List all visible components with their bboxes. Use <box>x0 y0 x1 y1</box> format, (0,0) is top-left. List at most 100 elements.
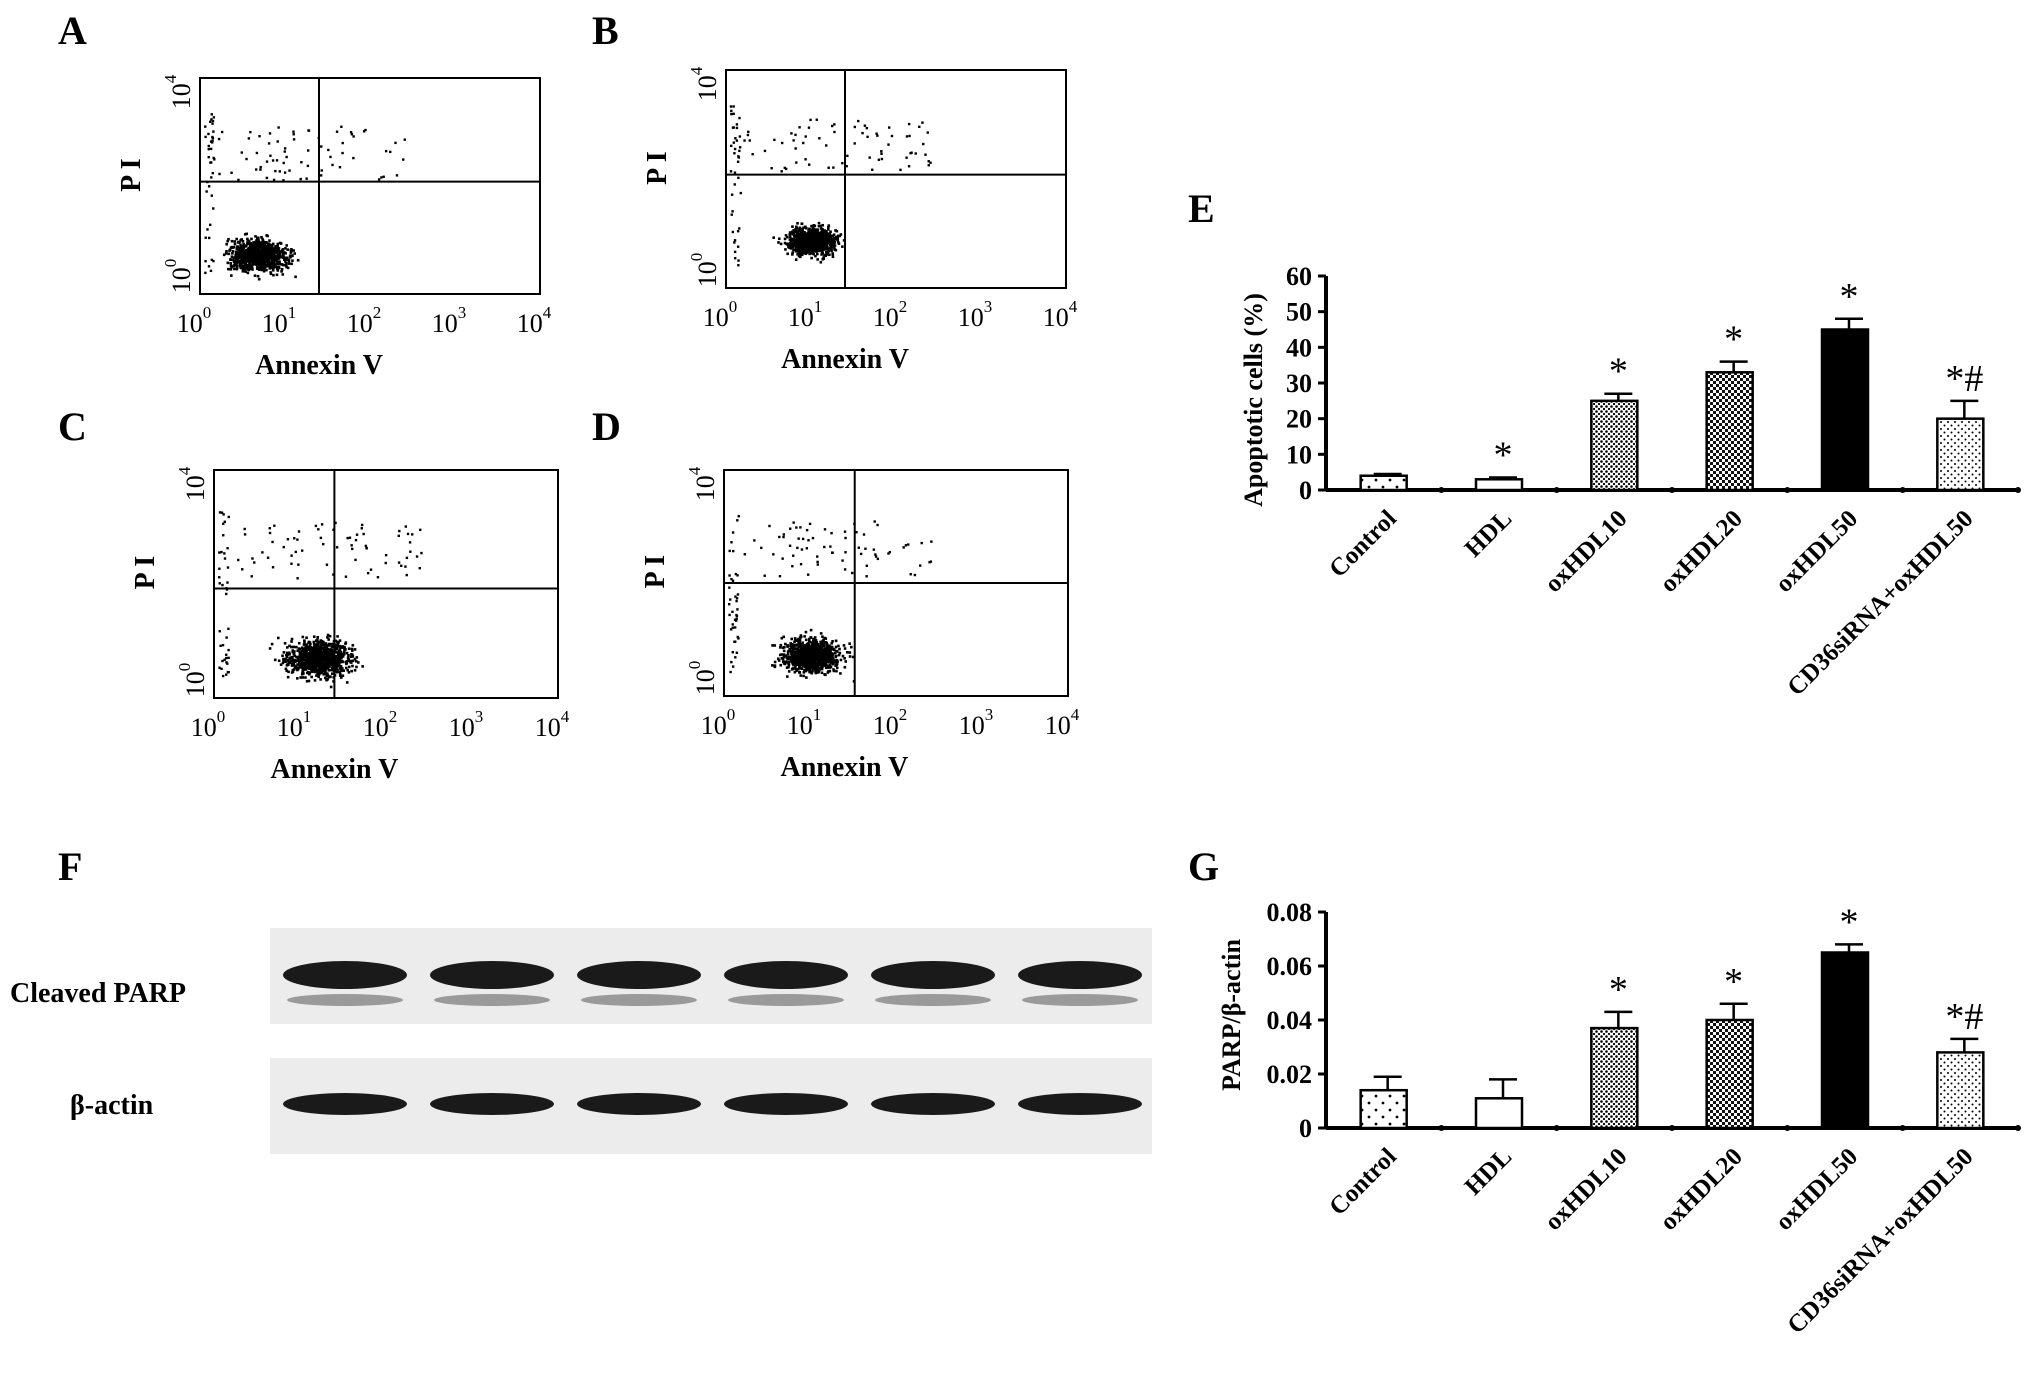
flow-event <box>275 159 279 162</box>
band-actin <box>577 1093 701 1115</box>
flow-event <box>815 640 819 644</box>
flow-event <box>338 639 342 642</box>
flow-event <box>231 252 234 255</box>
flow-event <box>240 261 243 265</box>
panel-letter-d: D <box>592 404 621 449</box>
flow-event <box>218 567 221 570</box>
flow-event <box>286 248 290 251</box>
flow-event <box>293 650 296 653</box>
flow-event <box>340 125 343 128</box>
flow-event <box>814 640 817 643</box>
flow-event <box>294 275 297 279</box>
flow-event <box>807 639 811 642</box>
flow-event <box>366 571 370 575</box>
flow-event <box>821 652 824 656</box>
flow-event <box>820 667 824 671</box>
flow-event <box>802 671 806 674</box>
flow-event <box>795 655 798 659</box>
flow-event <box>284 667 288 671</box>
flow-event <box>827 237 830 241</box>
flow-event <box>344 666 348 670</box>
flow-event <box>336 657 340 661</box>
flow-event <box>243 256 247 260</box>
flow-event <box>297 647 301 650</box>
flow-event <box>863 124 867 127</box>
flow-event <box>736 608 739 611</box>
flow-event <box>207 265 211 268</box>
flow-event <box>833 241 837 244</box>
flow-event <box>824 637 828 640</box>
flow-event <box>317 136 320 140</box>
flow-event <box>284 264 288 267</box>
flow-event <box>405 573 408 577</box>
flow-event <box>921 121 924 124</box>
flow-event <box>268 132 272 135</box>
x-tick-label: HDL <box>1460 505 1517 562</box>
flow-event <box>811 640 815 643</box>
flow-event <box>341 674 345 678</box>
flow-event <box>256 274 260 278</box>
flow-event <box>801 235 804 238</box>
flow-event <box>268 247 272 251</box>
flow-event <box>261 551 264 554</box>
flow-event <box>844 536 847 540</box>
flow-event <box>294 550 297 554</box>
flow-event <box>369 568 373 571</box>
flow-event <box>329 660 333 664</box>
bar <box>1474 478 1524 492</box>
flow-event <box>227 237 230 241</box>
x-tick <box>1553 1125 1560 1131</box>
flow-event <box>797 254 801 258</box>
flow-event <box>291 650 295 654</box>
flow-xlabel: Annexin V <box>255 350 383 381</box>
flow-event <box>303 647 306 651</box>
flow-event <box>211 122 214 125</box>
flow-event <box>851 655 855 659</box>
flow-event <box>909 573 912 576</box>
flow-event <box>787 670 791 673</box>
flow-event <box>267 244 271 248</box>
flow-event <box>306 666 310 670</box>
flow-event <box>732 141 736 144</box>
flow-event <box>790 132 793 135</box>
flow-event <box>233 267 236 271</box>
flow-event <box>781 646 785 650</box>
flow-event <box>270 642 274 646</box>
flow-event <box>805 528 809 532</box>
flow-event <box>241 568 244 571</box>
flow-event <box>325 657 328 661</box>
flow-event <box>242 244 246 247</box>
y-tick-label: 30 <box>1286 369 1312 398</box>
flow-event <box>813 636 817 639</box>
flow-event <box>818 663 821 667</box>
flow-event <box>260 258 263 262</box>
flow-event <box>904 544 908 547</box>
flow-event <box>244 253 248 257</box>
flow-event <box>304 661 308 664</box>
flow-event <box>303 640 306 644</box>
flow-event <box>258 258 261 262</box>
flow-event <box>794 662 797 665</box>
flow-event <box>730 660 733 664</box>
flow-event <box>402 158 405 161</box>
flow-event <box>328 634 332 638</box>
flow-event <box>306 655 310 658</box>
y-tick-label: 100 <box>685 661 720 696</box>
flow-event <box>798 255 802 259</box>
flow-event <box>226 239 229 243</box>
flow-event <box>811 667 815 671</box>
flow-event <box>735 599 738 603</box>
flow-event <box>811 240 814 244</box>
flow-event <box>825 252 829 255</box>
flow-event <box>290 640 293 643</box>
flow-event <box>853 522 856 525</box>
flow-event <box>230 274 233 277</box>
flow-event <box>861 131 864 135</box>
flow-event <box>309 657 313 660</box>
flow-event <box>822 229 826 233</box>
flow-event <box>273 258 277 261</box>
flow-event <box>808 670 812 674</box>
flow-event <box>790 668 794 671</box>
flow-event <box>335 659 338 663</box>
flow-event <box>292 138 296 141</box>
